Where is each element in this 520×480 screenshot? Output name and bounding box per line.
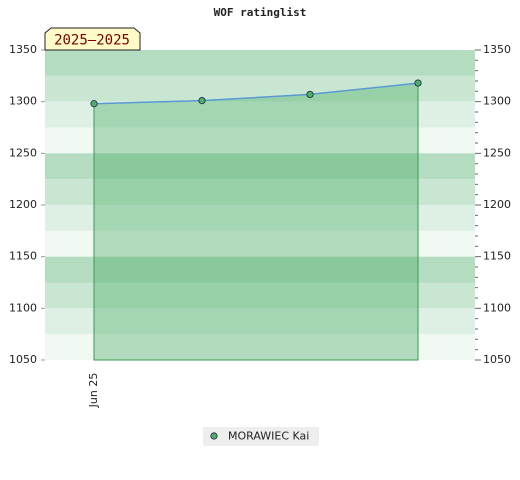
band [45,153,475,180]
line [93,82,419,105]
y-tick-label: 1300 [9,95,37,108]
y2-tick-label: 1200 [483,198,511,211]
marker [198,97,206,105]
band [45,50,475,76]
area [93,82,419,361]
marker [414,79,422,87]
y-tick-label: 1050 [9,353,37,366]
y-tick-label: 1200 [9,198,37,211]
y2-tick-label: 1300 [483,95,511,108]
x-tick-label: Jun 25 [87,373,100,409]
y2-tick-label: 1100 [483,301,511,314]
legend-marker [210,432,218,440]
band [45,179,475,205]
legend-label: MORAWIEC Kai [228,430,309,443]
y2-tick-label: 1150 [483,250,511,263]
band [45,127,475,154]
badge-label: 2025–2025 [54,33,130,49]
y2-tick-label: 1250 [483,146,511,159]
band [45,334,475,360]
marker [90,100,98,108]
marker [306,90,314,99]
band [45,230,475,257]
legend-box [203,427,319,446]
y2-tick-label: 1350 [483,43,511,56]
band [45,282,475,309]
band [45,205,475,231]
y-tick-label: 1100 [9,301,37,314]
band [45,256,475,283]
chart-title: WOF ratinglist [214,6,307,19]
y-tick-label: 1150 [9,250,37,263]
badge-box [44,27,141,51]
legend: MORAWIEC Kai [203,427,319,446]
band [45,308,475,335]
y-tick-label: 1350 [9,43,37,56]
badge: 2025–2025 [44,27,141,51]
y2-tick-label: 1050 [483,353,511,366]
y-tick-label: 1250 [9,146,37,159]
band [45,101,475,128]
